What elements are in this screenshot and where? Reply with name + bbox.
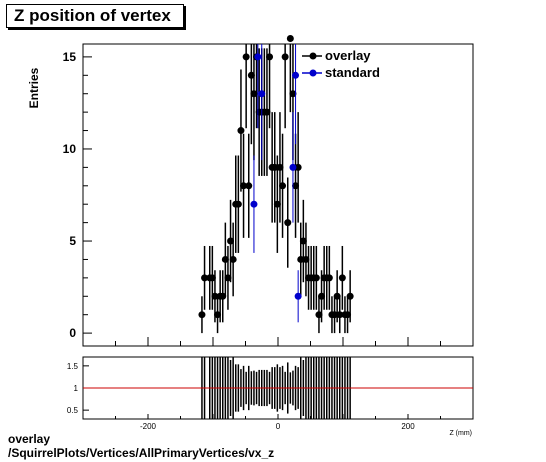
chart-title: Z position of vertex [14,6,171,25]
overlay-point [221,255,229,263]
ratio-x-axis-label: Z (mm) [449,430,472,437]
overlay-point [336,311,344,319]
overlay-point [245,182,253,190]
overlay-point [331,311,339,319]
overlay-point [315,311,323,319]
ratio-x-tick-label: 200 [401,422,415,431]
overlay-point [198,311,206,319]
overlay-point [242,53,250,61]
main-y-ticks: 0 5 10 15 [63,50,92,340]
overlay-point [281,53,289,61]
overlay-point [240,182,248,190]
overlay-point [276,163,284,171]
standard-point [294,292,302,300]
overlay-point [237,127,245,135]
overlay-point [224,274,232,282]
ratio-y-tick-label: 0.5 [67,406,79,415]
overlay-point [294,163,302,171]
overlay-point [208,274,216,282]
overlay-point [234,200,242,208]
overlay-point [292,182,300,190]
overlay-point [346,292,354,300]
overlay-point [247,71,255,79]
overlay-point [227,237,235,245]
overlay-point [338,274,346,282]
overlay-point [229,255,237,263]
overlay-point [219,292,227,300]
main-y-tick-label: 0 [69,326,76,340]
overlay-point [297,255,305,263]
overlay-point [284,219,292,227]
standard-point [250,200,258,208]
main-x-ticks [82,337,474,346]
main-data-marks [198,34,354,334]
legend: overlay standard [302,48,380,80]
main-y-axis-label: Entries [27,67,41,108]
ratio-x-tick-label: 0 [276,422,281,431]
legend-standard-marker [309,69,317,77]
overlay-point [263,108,271,116]
overlay-point [299,237,307,245]
footer-histogram-path: /SquirrelPlots/Vertices/AllPrimaryVertic… [8,446,275,460]
overlay-point [279,182,287,190]
overlay-point [271,163,279,171]
legend-standard-label: standard [325,65,380,80]
main-y-tick-label: 15 [63,50,77,64]
ratio-y-tick-label: 1.5 [67,362,79,371]
standard-point [258,90,266,98]
title-box: Z position of vertex [6,4,184,28]
main-y-tick-label: 5 [69,234,76,248]
ratio-x-tick-label: -200 [140,422,157,431]
standard-point [254,53,262,61]
overlay-point [318,292,326,300]
ratio-y-tick-label: 1 [74,384,79,393]
overlay-point [312,274,320,282]
overlay-point [273,200,281,208]
overlay-point [325,274,333,282]
overlay-point [333,292,341,300]
overlay-point [214,311,222,319]
ratio-x-ticks: -200 0 200 [82,414,474,431]
standard-point [292,71,300,79]
overlay-point [286,34,294,42]
overlay-point [250,90,258,98]
overlay-point [211,292,219,300]
legend-overlay-marker [309,52,317,60]
footer-dataset-name: overlay [8,432,51,446]
main-y-tick-label: 10 [63,142,77,156]
overlay-point [201,274,209,282]
overlay-point [289,90,297,98]
overlay-point [344,311,352,319]
legend-overlay-label: overlay [325,48,371,63]
overlay-point [302,255,310,263]
overlay-point [266,53,274,61]
standard-point [289,163,297,171]
